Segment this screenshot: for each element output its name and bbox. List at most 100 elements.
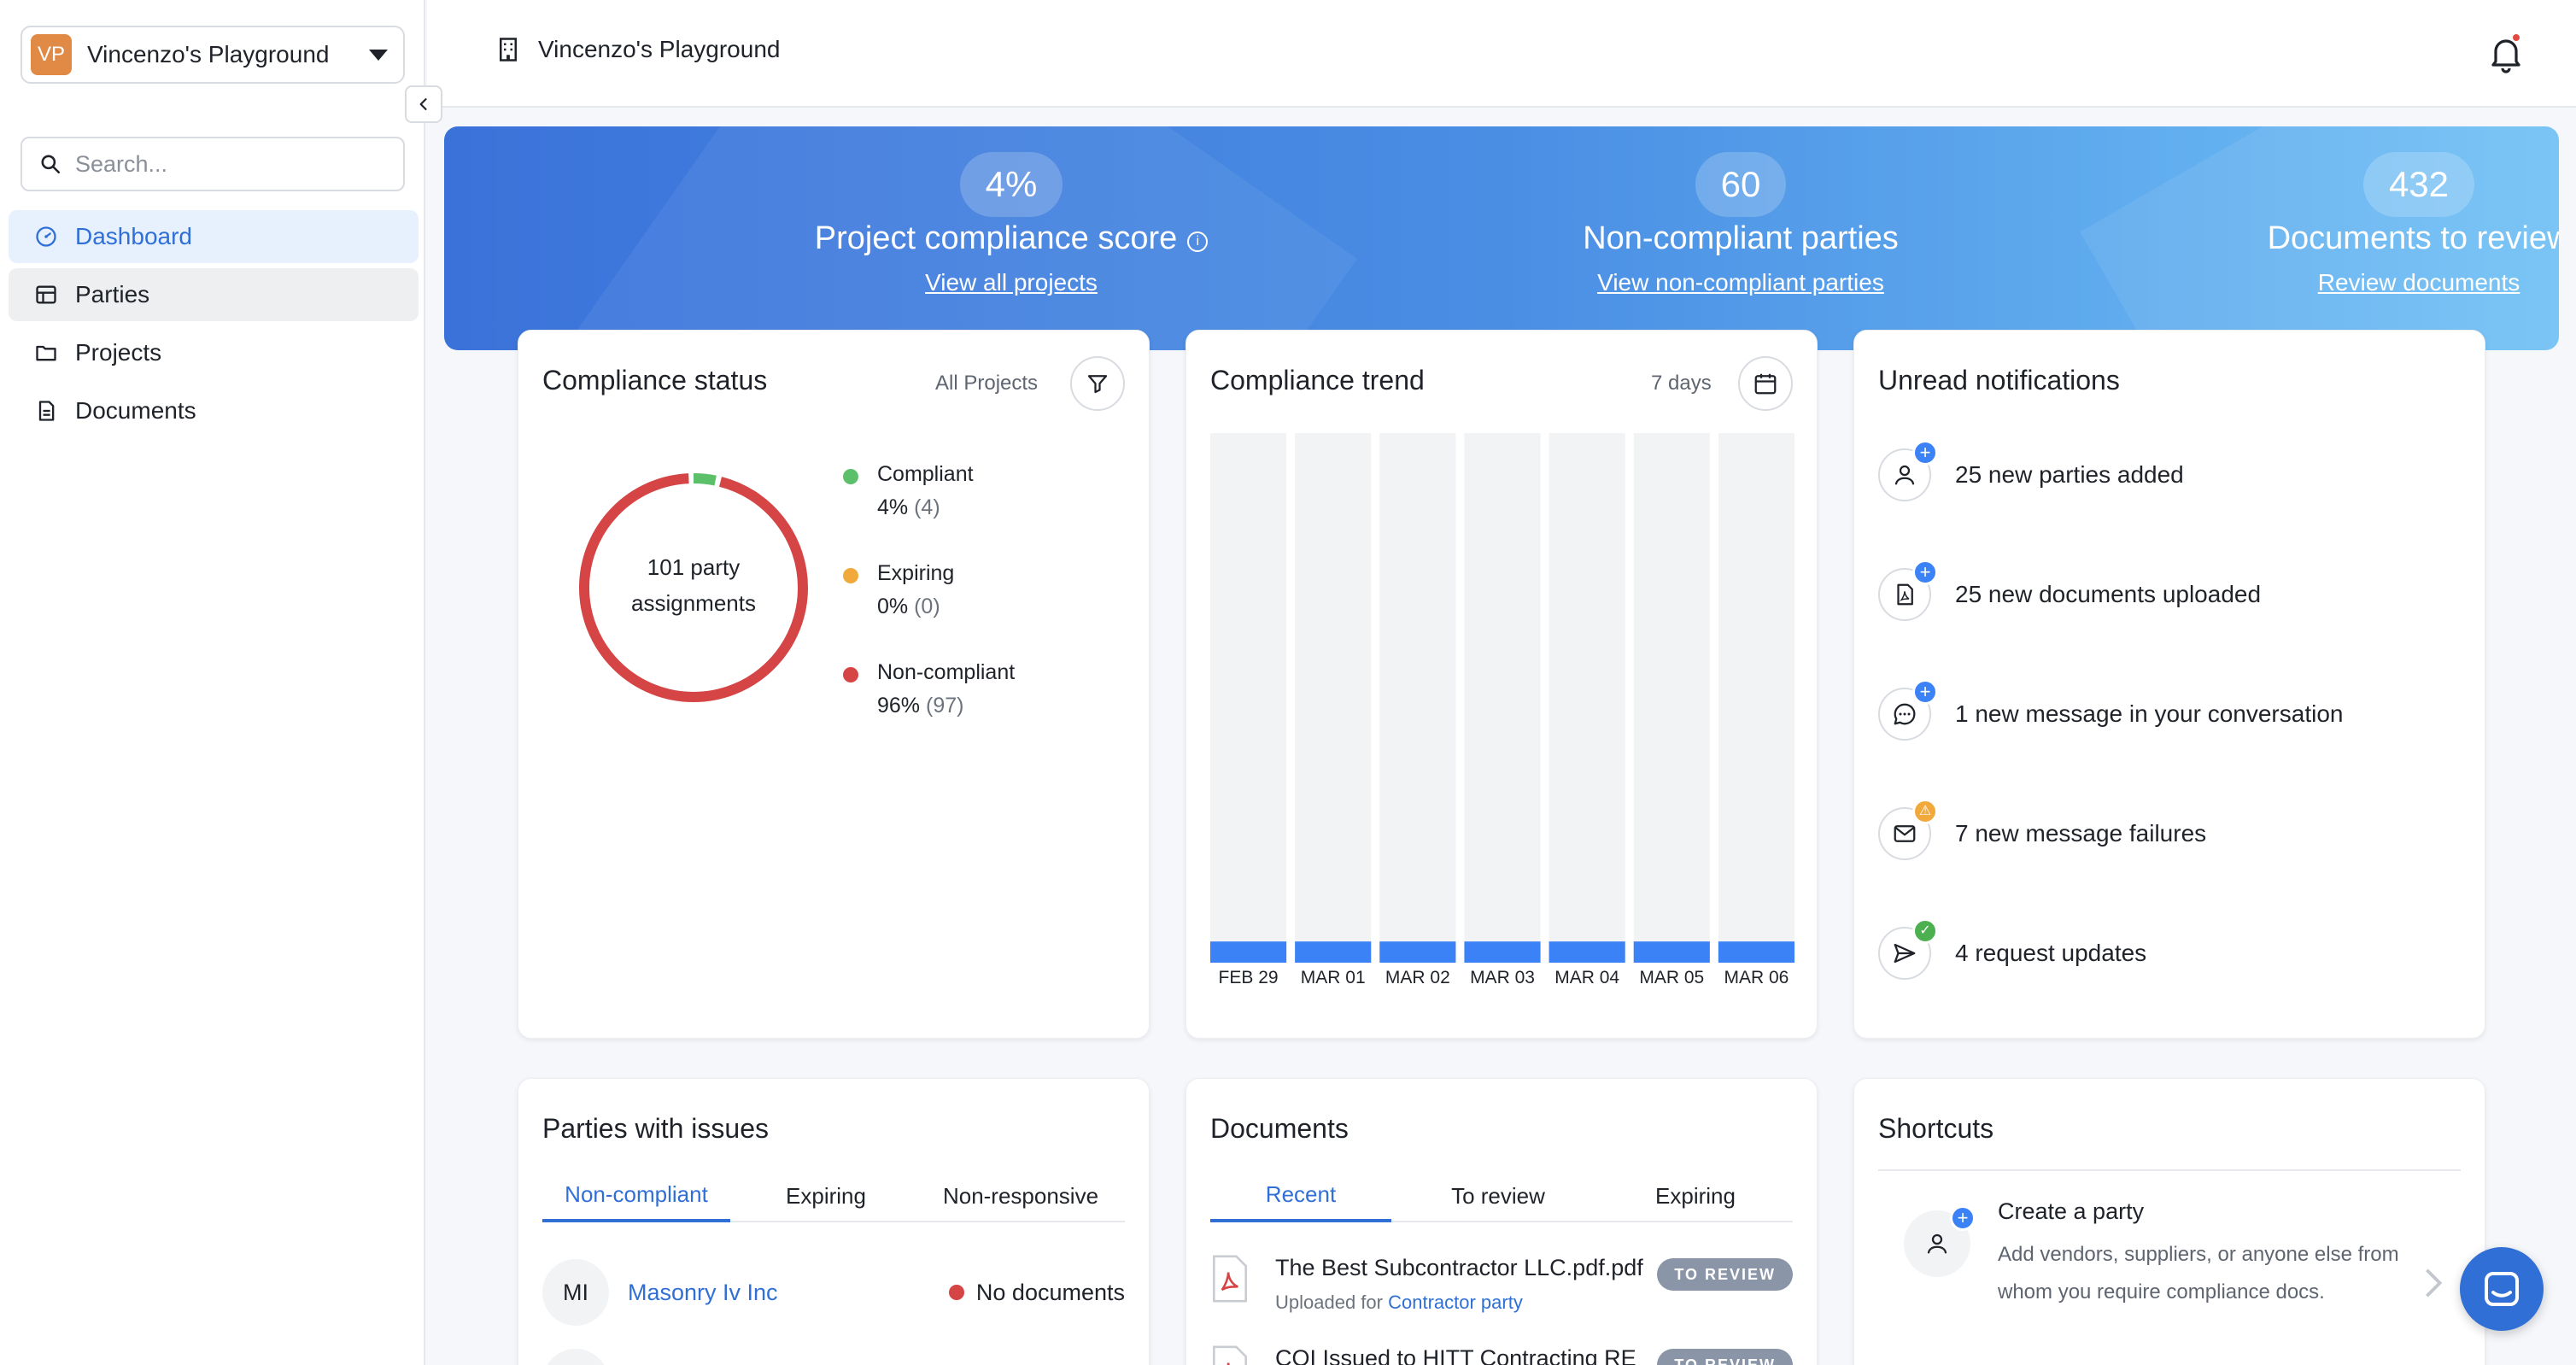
notification-icon-wrap: ⚠ — [1878, 799, 1938, 860]
card-title: Unread notifications — [1878, 365, 2120, 395]
tab-expiring[interactable]: Expiring — [1655, 1182, 1736, 1209]
view-all-projects-link[interactable]: View all projects — [925, 269, 1098, 296]
notification-item[interactable]: ✓ 4 request updates — [1878, 918, 2147, 983]
tick-label: MAR 04 — [1554, 968, 1619, 987]
compliance-status-card: Compliance status All Projects 101 party… — [518, 330, 1150, 1039]
tab-non-compliant[interactable]: Non-compliant — [542, 1169, 730, 1222]
chevron-left-icon — [419, 98, 427, 110]
support-chat-button[interactable] — [2460, 1247, 2544, 1331]
tick-label: MAR 01 — [1301, 968, 1366, 987]
notification-item[interactable]: ⚠ 7 new message failures — [1878, 799, 2207, 864]
dashboard-icon — [36, 226, 56, 247]
search-box — [20, 137, 405, 191]
main-nav: Dashboard Parties Projects Documents — [9, 210, 419, 442]
legend-name: Non-compliant — [877, 660, 1016, 684]
document-party-link[interactable]: Contractor party — [1388, 1292, 1523, 1313]
bar-mar-03 — [1464, 941, 1541, 963]
legend-count: (4) — [914, 495, 940, 519]
view-non-compliant-link[interactable]: View non-compliant parties — [1597, 269, 1884, 296]
legend-item-non-compliant: Non-compliant 96% (97) — [843, 660, 1015, 718]
shortcut-description: Add vendors, suppliers, or anyone else f… — [1998, 1243, 2399, 1303]
list-item[interactable]: COI Issued to HITT Contracting RE TO REV… — [1210, 1345, 1793, 1365]
tab-recent[interactable]: Recent — [1210, 1169, 1391, 1222]
notification-item[interactable]: + 25 new parties added — [1878, 440, 2184, 505]
documents-tabs: Recent To review Expiring — [1210, 1169, 1793, 1222]
workspace-switcher[interactable]: VP Vincenzo's Playground — [20, 26, 405, 84]
notification-item[interactable]: + 1 new message in your conversation — [1878, 679, 2343, 744]
notification-item[interactable]: + 25 new documents uploaded — [1878, 559, 2261, 624]
document-name: The Best Subcontractor LLC.pdf.pdf — [1275, 1255, 1643, 1280]
warning-badge-icon: ⚠ — [1912, 799, 1938, 824]
unread-notifications-card: Unread notifications + 25 new parties ad… — [1853, 330, 2485, 1039]
tab-expiring[interactable]: Expiring — [786, 1182, 866, 1209]
page-title-text: Vincenzo's Playground — [538, 36, 781, 62]
chat-bubble-icon — [1894, 703, 1916, 725]
bar-mar-04 — [1549, 941, 1625, 963]
plus-badge-icon: + — [1912, 679, 1938, 705]
tick-label: FEB 29 — [1219, 968, 1279, 987]
nav-item-parties[interactable]: Parties — [9, 268, 419, 321]
document-icon — [38, 401, 55, 421]
chat-icon — [2485, 1272, 2519, 1306]
chevron-right-icon — [2426, 1268, 2443, 1298]
send-icon — [1894, 943, 1916, 964]
document-sub-prefix: Uploaded for — [1275, 1292, 1383, 1313]
donut-center-label: 101 party assignments — [570, 549, 817, 621]
top-bar: Vincenzo's Playground — [427, 0, 2576, 108]
status-badge: No documents — [948, 1280, 1125, 1306]
folder-icon — [36, 345, 56, 361]
notification-icon-wrap: + — [1878, 559, 1938, 621]
avatar — [542, 1349, 609, 1365]
legend-count: (0) — [914, 595, 940, 618]
list-item[interactable]: The Best Subcontractor LLC.pdf.pdf Uploa… — [1210, 1255, 1793, 1314]
card-title: Parties with issues — [542, 1113, 769, 1144]
workspace-name: Vincenzo's Playground — [87, 41, 330, 67]
nav-item-label: Projects — [75, 339, 162, 366]
check-badge-icon: ✓ — [1912, 918, 1938, 944]
bell-icon — [2491, 39, 2520, 73]
review-documents-link[interactable]: Review documents — [2317, 269, 2520, 296]
compliance-trend-card: Compliance trend 7 days FEB 29 MAR 01 MAR … — [1186, 330, 1818, 1039]
shortcuts-card: Shortcuts + Create a party Add vendors, … — [1853, 1078, 2485, 1365]
legend-dot — [843, 667, 858, 682]
stat-compliance-score: 4% Project compliance score i View all p… — [755, 152, 1268, 296]
nav-item-dashboard[interactable]: Dashboard — [9, 210, 419, 263]
info-icon[interactable]: i — [1187, 231, 1209, 252]
notification-icon-wrap: + — [1878, 679, 1938, 741]
shortcut-title: Create a party — [1998, 1198, 2145, 1224]
notification-text: 7 new message failures — [1955, 820, 2207, 847]
stat-documents-to-review: 432 Documents to review Review documents — [2163, 152, 2559, 296]
table-row: MI Masonry Iv Inc No documents — [542, 1257, 1125, 1328]
stat-non-compliant-parties: 60 Non-compliant parties View non-compli… — [1484, 152, 1997, 296]
search-input[interactable] — [75, 150, 383, 178]
tab-non-responsive[interactable]: Non-responsive — [942, 1182, 1099, 1209]
party-name-link[interactable]: Masonry Iv Inc — [628, 1279, 778, 1305]
legend-name: Compliant — [877, 462, 974, 486]
card-title: Shortcuts — [1878, 1113, 1994, 1144]
nav-item-label: Documents — [75, 397, 196, 424]
nav-item-label: Dashboard — [75, 223, 192, 249]
nav-item-documents[interactable]: Documents — [9, 384, 419, 437]
sidebar: VP Vincenzo's Playground Dashboard Parti… — [0, 0, 425, 1365]
range-label: 7 days — [1651, 372, 1712, 395]
card-title: Compliance trend — [1210, 365, 1425, 395]
notification-icon-wrap: + — [1878, 440, 1938, 501]
notification-text: 25 new parties added — [1955, 461, 2184, 488]
bar-track — [1464, 433, 1541, 963]
shortcut-icon-wrap: + — [1904, 1205, 1976, 1277]
filter-button[interactable] — [1070, 356, 1125, 411]
shortcut-create-party[interactable]: + Create a party Add vendors, suppliers,… — [1878, 1190, 2461, 1365]
user-icon — [1894, 465, 1915, 485]
building-icon — [500, 38, 517, 62]
status-badge: TO REVIEW — [1657, 1258, 1793, 1291]
collapse-sidebar-button[interactable] — [405, 85, 442, 123]
legend-item-expiring: Expiring 0% (0) — [843, 561, 954, 619]
pdf-file-icon — [1213, 1255, 1247, 1303]
nav-item-projects[interactable]: Projects — [9, 326, 419, 379]
unread-dot — [2511, 32, 2521, 43]
date-range-button[interactable] — [1738, 356, 1793, 411]
tab-to-review[interactable]: To review — [1451, 1182, 1545, 1209]
legend-percent: 0% — [877, 595, 909, 618]
notifications-button[interactable] — [2485, 32, 2526, 73]
notification-text: 4 request updates — [1955, 940, 2147, 966]
